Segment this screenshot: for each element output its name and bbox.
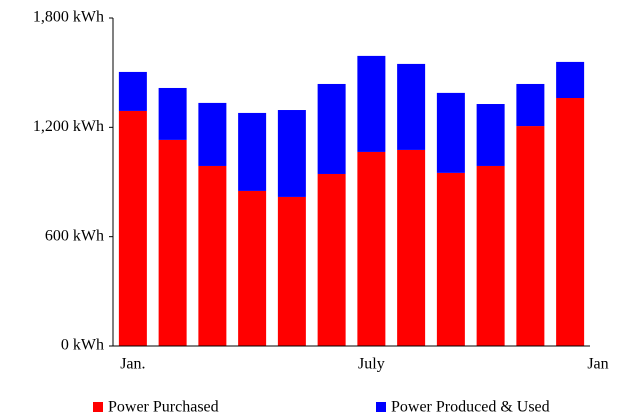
bar-segment [516,83,545,127]
y-tick-label: 600 kWh [45,227,104,244]
legend-label: Power Purchased [108,399,219,416]
bar-segment [397,149,426,346]
bar-segment [556,61,585,98]
bar-segment [238,190,267,346]
x-tick-label: July [358,356,385,373]
bar-segment [277,110,306,197]
bar-segment [238,112,267,191]
bar-segment [277,196,306,346]
bar-segment [476,165,505,346]
bar-segment [516,126,545,347]
y-tick-label: 0 kWh [61,337,104,354]
bar-segment [357,55,386,152]
bar-segment [317,83,346,174]
bar-segment [317,173,346,346]
bar-segment [118,110,147,346]
y-tick-labels: 0 kWh 600 kWh 1,200 kWh 1,800 kWh [33,9,104,354]
bar-segment [556,97,585,347]
bar-segment [436,172,465,346]
bar-segment [198,102,227,166]
bar-segment [118,71,147,111]
bar-segment [397,63,426,150]
bar-segment [476,104,505,166]
y-tick-label: 1,200 kWh [33,118,104,135]
legend-swatch [376,402,386,412]
y-tick-label: 1,800 kWh [33,9,104,26]
bar-segment [158,139,187,346]
x-end-label: Jan [587,356,608,373]
bar-segment [357,151,386,346]
legend-swatch [93,402,103,412]
bar-segment [436,92,465,173]
bar-segment [158,87,187,140]
bar-segment [198,165,227,346]
legend-label: Power Produced & Used [391,399,550,416]
x-tick-label: Jan. [120,356,145,373]
